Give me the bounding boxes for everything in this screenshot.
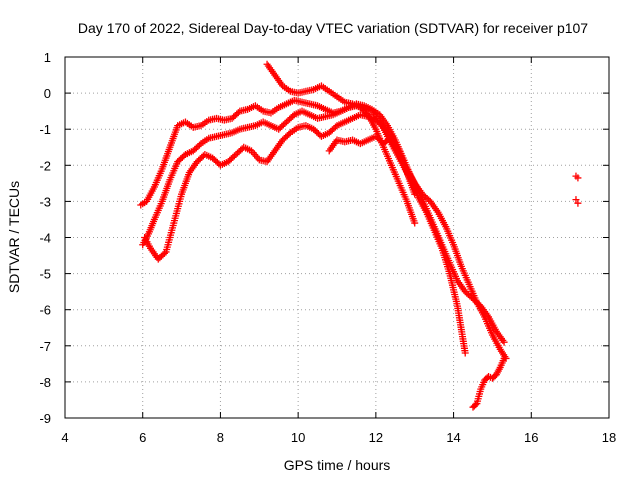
x-tick-label: 10 <box>291 430 305 445</box>
y-tick-label: -7 <box>39 339 51 354</box>
data-point <box>378 122 386 130</box>
y-tick-label: -8 <box>39 375 51 390</box>
y-tick-label: -4 <box>39 231 51 246</box>
points-layer <box>137 60 582 411</box>
x-tick-label: 18 <box>602 430 616 445</box>
x-tick-label: 8 <box>217 430 224 445</box>
x-tick-label: 14 <box>446 430 460 445</box>
plot-frame <box>64 56 610 419</box>
x-tick-label: 12 <box>369 430 383 445</box>
data-point <box>411 190 419 198</box>
y-tick-label: -6 <box>39 303 51 318</box>
data-point <box>574 199 582 207</box>
data-point <box>461 349 469 357</box>
x-axis-label: GPS time / hours <box>284 457 391 473</box>
y-axis-label: SDTVAR / TECUs <box>6 181 22 293</box>
x-tick-label: 6 <box>139 430 146 445</box>
data-point <box>363 109 371 117</box>
data-point <box>500 338 508 346</box>
y-tick-label: 1 <box>44 50 51 65</box>
y-tick-label: -3 <box>39 194 51 209</box>
y-tick-label: -5 <box>39 267 51 282</box>
x-tick-label: 4 <box>61 430 68 445</box>
y-tick-label: -1 <box>39 122 51 137</box>
data-point <box>574 174 582 182</box>
x-tick-label: 16 <box>524 430 538 445</box>
y-tick-label: 0 <box>44 86 51 101</box>
data-point <box>472 401 480 409</box>
data-point <box>572 196 580 204</box>
data-point <box>411 219 419 227</box>
y-tick-label: -2 <box>39 158 51 173</box>
y-tick-label: -9 <box>39 411 51 426</box>
data-point <box>500 354 508 362</box>
chart-title: Day 170 of 2022, Sidereal Day-to-day VTE… <box>78 20 588 36</box>
data-point <box>160 249 168 257</box>
